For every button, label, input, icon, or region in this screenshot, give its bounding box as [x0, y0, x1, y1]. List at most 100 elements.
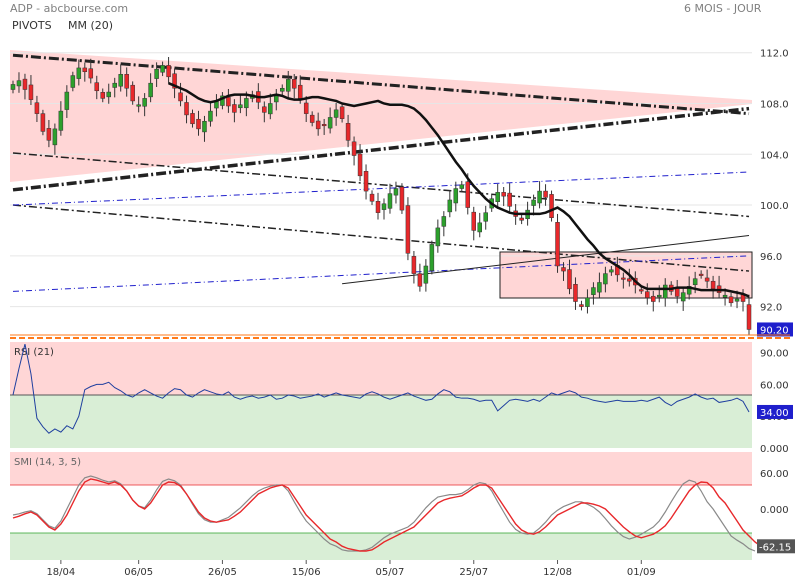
candle-body	[244, 98, 249, 109]
candle-body	[291, 79, 297, 89]
x-tick-label: 06/05	[124, 567, 153, 578]
smi-oversold-zone	[10, 533, 752, 560]
candle-body	[166, 65, 171, 78]
candle-body	[16, 80, 22, 87]
candle-body	[154, 68, 159, 79]
candle-body	[657, 294, 662, 298]
candle-body	[148, 82, 153, 98]
candle-body	[465, 181, 471, 208]
candle-body	[728, 296, 734, 304]
period-label: 6 MOIS - JOUR	[684, 2, 762, 15]
candle-body	[680, 292, 686, 302]
candle-body	[686, 286, 692, 295]
candle-body	[651, 295, 656, 302]
candle-body	[591, 287, 596, 295]
ma-label[interactable]: MM (20)	[68, 19, 114, 32]
candle-body	[710, 280, 716, 290]
candle-body	[453, 188, 459, 204]
candle-body	[597, 282, 602, 293]
candle-body	[339, 106, 345, 119]
pivot-line-1	[12, 171, 750, 206]
candle-body	[435, 227, 441, 247]
price-tick-label: 112.0	[760, 49, 789, 60]
candle-body	[722, 294, 728, 298]
price-tick-label: 104.0	[760, 150, 789, 161]
candle-body	[351, 141, 357, 156]
upper-resistance-line	[12, 53, 750, 116]
x-tick-label: 05/07	[376, 567, 405, 578]
rising-line	[342, 235, 750, 285]
candle-body	[303, 102, 309, 114]
rsi-tick-label: 0.000	[760, 444, 789, 455]
price-tick-label: 100.0	[760, 201, 789, 212]
candle-body	[345, 123, 351, 141]
candle-body	[549, 194, 554, 218]
candle-body	[543, 190, 548, 198]
smi-tick-label: 60.00	[760, 469, 789, 480]
price-tick-label: 92.0	[760, 303, 782, 314]
last-price-label: 90.20	[760, 325, 789, 336]
candle-body	[519, 217, 524, 221]
candle-body	[369, 193, 375, 202]
candle-body	[238, 104, 243, 109]
candle-body	[399, 186, 405, 211]
smi-last-label: -62.15	[759, 542, 791, 553]
candle-body	[321, 124, 327, 127]
candle-body	[190, 113, 195, 125]
candle-body	[280, 87, 285, 92]
candle-body	[579, 304, 584, 307]
moving-average	[168, 82, 750, 298]
candle-body	[178, 92, 183, 102]
candle-body	[692, 278, 698, 286]
candle-body	[698, 273, 704, 276]
candle-body	[639, 289, 644, 292]
candle-body	[172, 73, 177, 89]
candle-body	[734, 298, 740, 302]
candle-body	[459, 184, 465, 189]
price-tick-label: 108.0	[760, 99, 789, 110]
trend-lines	[12, 53, 753, 299]
candle-body	[609, 269, 614, 273]
candle-body	[88, 68, 94, 79]
rsi-last-tag	[757, 404, 793, 419]
candle-body	[160, 65, 165, 73]
candle-body	[627, 278, 632, 282]
rsi-last-label: 34.00	[760, 408, 789, 419]
x-tick-label: 26/05	[208, 567, 237, 578]
ma20-line	[168, 82, 750, 298]
smi-last-tag	[757, 539, 795, 554]
candle-body	[106, 91, 111, 98]
candle-body	[662, 284, 668, 299]
candle-body	[40, 113, 46, 132]
candle-body	[142, 98, 147, 107]
candle-body	[585, 297, 590, 307]
x-tick-label: 01/09	[627, 567, 656, 578]
rsi-oversold-zone	[10, 395, 752, 448]
rsi-line	[12, 344, 750, 434]
candle-body	[327, 117, 333, 129]
candle-body	[477, 222, 482, 233]
smi-panel: SMI (14, 3, 5) 60.00 0.000 -62.15	[10, 452, 795, 560]
candle-body	[537, 190, 542, 204]
candle-body	[381, 203, 387, 210]
candle-body	[501, 192, 506, 197]
candle-body	[297, 84, 303, 99]
candle-body	[70, 75, 76, 88]
candle-body	[309, 114, 315, 123]
candle-body	[393, 188, 399, 196]
candle-body	[441, 216, 447, 227]
candle-body	[196, 118, 201, 130]
pivots-label[interactable]: PIVOTS	[12, 19, 52, 32]
lower-support-line	[12, 106, 750, 192]
candle-body	[22, 78, 28, 90]
price-tick-label: 96.0	[760, 252, 782, 263]
candle-body	[28, 84, 34, 100]
candle-body	[471, 211, 476, 231]
candle-body	[405, 205, 411, 254]
candle-body	[226, 97, 231, 107]
candle-body	[94, 82, 100, 92]
x-tick-label: 18/04	[46, 567, 75, 578]
candle-body	[357, 153, 363, 177]
smi-overbought-zone	[10, 452, 752, 485]
